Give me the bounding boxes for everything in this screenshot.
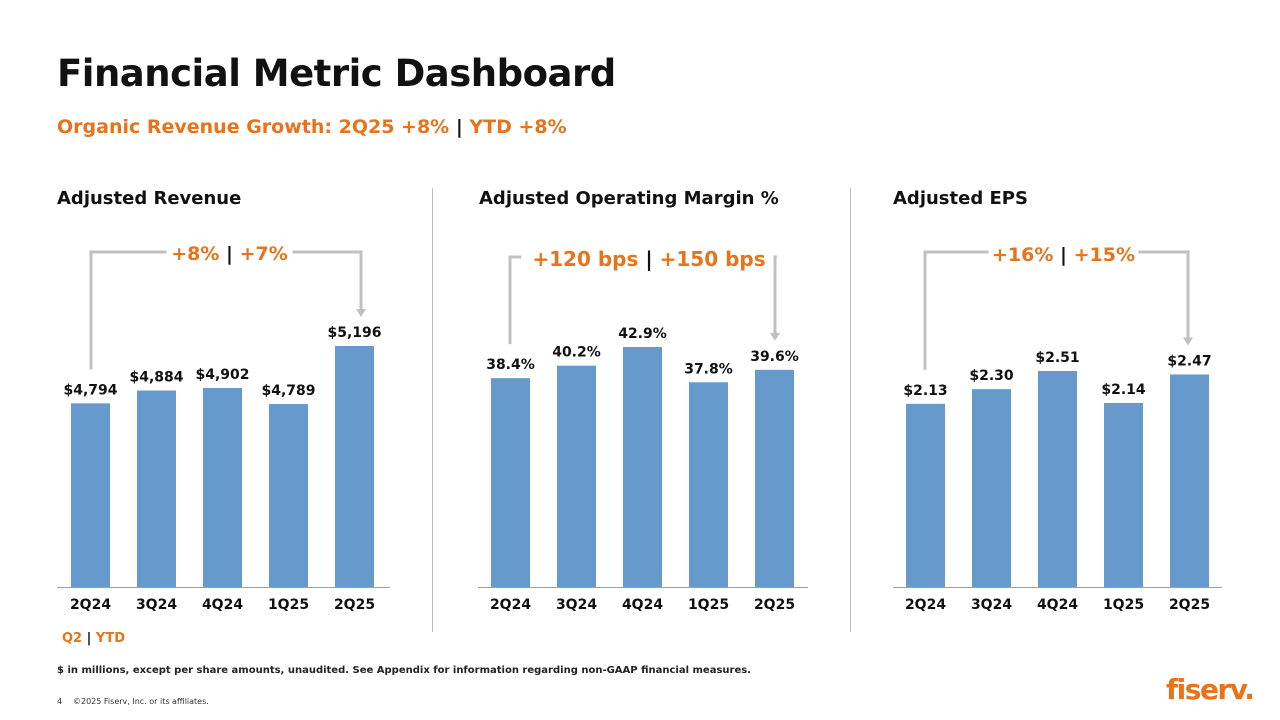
tick-label-4q24: 4Q24 [1037, 597, 1078, 613]
organic-growth-q2: Organic Revenue Growth: 2Q25 +8% [57, 116, 450, 138]
bar-2q25 [1170, 374, 1209, 587]
bar-1q25 [269, 404, 308, 587]
data-label-2q24: $2.13 [903, 383, 947, 399]
bar-2q25 [335, 346, 374, 587]
bar-1q25 [689, 382, 728, 587]
tick-label-3q24: 3Q24 [556, 597, 597, 613]
growth-label: +16% | +15% [992, 244, 1135, 266]
tick-label-2q25: 2Q25 [754, 597, 795, 613]
data-label-3q24: $4,884 [129, 370, 183, 386]
chart-divider-2 [850, 188, 851, 632]
adjusted-operating-margin-chart: 38.4% 2Q24 40.2% 3Q24 42.9% 4Q24 37.8% 1Q25 39.6… [478, 247, 808, 613]
adjusted-eps-chart: $2.13 2Q24 $2.30 3Q24 $2.51 4Q24 $2.14 1Q25 $2.4… [893, 244, 1222, 613]
bracket-arrowhead [770, 332, 780, 341]
tick-label-1q25: 1Q25 [688, 597, 729, 613]
growth-q2: +16% [992, 244, 1060, 266]
legend-ytd: YTD [95, 631, 125, 646]
data-label-2q25: 39.6% [750, 349, 799, 365]
tick-label-1q25: 1Q25 [1103, 597, 1144, 613]
bracket-arrowhead [1183, 337, 1193, 346]
data-label-2q24: $4,794 [63, 382, 117, 398]
organic-growth-ytd: YTD +8% [469, 116, 567, 138]
tick-label-4q24: 4Q24 [202, 597, 243, 613]
growth-ytd: +7% [233, 243, 288, 265]
bar-4q24 [203, 387, 242, 587]
tick-label-2q25: 2Q25 [334, 597, 375, 613]
footnote: $ in millions, except per share amounts,… [57, 665, 751, 676]
bar-4q24 [1038, 371, 1077, 587]
data-label-1q25: 37.8% [684, 361, 733, 377]
chart-title-adjusted-revenue: Adjusted Revenue [57, 188, 242, 209]
adjusted-revenue-chart: $4,794 2Q24 $4,884 3Q24 $4,902 4Q24 $4,789 1Q25… [57, 243, 390, 613]
page-title: Financial Metric Dashboard [57, 52, 616, 95]
organic-growth-subtitle: Organic Revenue Growth: 2Q25 +8% | YTD +… [57, 116, 567, 138]
data-label-1q25: $2.14 [1101, 382, 1146, 398]
data-label-2q25: $5,196 [327, 325, 381, 341]
tick-label-1q25: 1Q25 [268, 597, 309, 613]
bar-3q24 [557, 365, 596, 587]
chart-divider-1 [432, 188, 433, 632]
data-label-2q24: 38.4% [486, 357, 535, 373]
data-label-3q24: $2.30 [969, 368, 1014, 384]
growth-label: +8% | +7% [171, 243, 288, 265]
legend-q2: Q2 [62, 631, 83, 646]
tick-label-3q24: 3Q24 [971, 597, 1012, 613]
tick-label-2q24: 2Q24 [490, 597, 531, 613]
growth-separator: | [645, 247, 652, 271]
bar-2q24 [491, 378, 530, 587]
copyright: ©2025 Fiserv, Inc. or its affiliates. [73, 697, 209, 706]
bracket-right-line [773, 255, 777, 334]
subtitle-separator: | [455, 116, 463, 138]
growth-ytd: +150 bps [653, 247, 766, 271]
tick-label-3q24: 3Q24 [136, 597, 177, 613]
growth-separator: | [1060, 244, 1067, 266]
bar-1q25 [1104, 402, 1143, 587]
bar-4q24 [623, 347, 662, 587]
data-label-3q24: 40.2% [552, 345, 601, 361]
data-label-4q24: 42.9% [618, 326, 667, 342]
chart-title-adjusted-eps: Adjusted EPS [893, 188, 1028, 209]
data-label-1q25: $4,789 [261, 383, 315, 399]
bar-2q24 [906, 403, 945, 587]
bar-2q24 [71, 403, 110, 587]
bracket-left-line [89, 250, 167, 370]
bar-2q25 [755, 369, 794, 587]
tick-label-2q24: 2Q24 [70, 597, 111, 613]
page-number: 4 [57, 697, 63, 706]
legend: Q2 | YTD [62, 631, 125, 646]
bracket-right-line [292, 250, 363, 310]
data-label-4q24: $2.51 [1035, 350, 1079, 366]
growth-q2: +8% [171, 243, 226, 265]
growth-q2: +120 bps [532, 247, 645, 271]
bar-3q24 [972, 389, 1011, 587]
tick-label-2q25: 2Q25 [1169, 597, 1210, 613]
growth-separator: | [226, 243, 233, 265]
growth-label: +120 bps | +150 bps [532, 247, 765, 271]
tick-label-4q24: 4Q24 [622, 597, 663, 613]
tick-label-2q24: 2Q24 [905, 597, 946, 613]
data-label-2q25: $2.47 [1167, 353, 1211, 369]
fiserv-logo: fiserv. [1166, 673, 1255, 706]
bracket-left-line [923, 250, 989, 370]
bracket-right-line [1138, 250, 1190, 339]
legend-separator: | [86, 631, 92, 646]
growth-ytd: +15% [1067, 244, 1135, 266]
bar-3q24 [137, 390, 176, 587]
bracket-arrowhead [356, 309, 366, 317]
bracket-left-line [508, 255, 522, 345]
chart-title-adjusted-operating-margin: Adjusted Operating Margin % [479, 188, 779, 209]
data-label-4q24: $4,902 [195, 367, 249, 383]
